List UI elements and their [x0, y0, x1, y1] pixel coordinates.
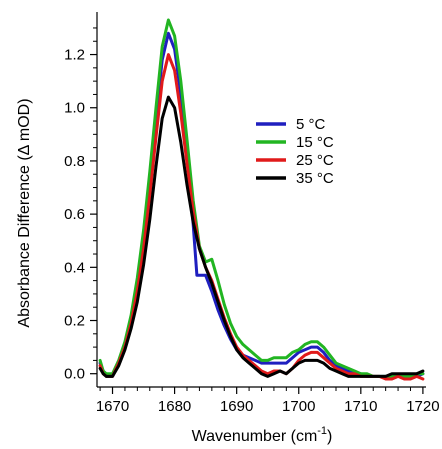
y-tick-label: 0.8 [64, 153, 85, 170]
x-tick-label: 1690 [220, 398, 253, 415]
y-axis-ticks: 0.0 0.2 0.4 0.6 0.8 1.0 1.2 [64, 27, 97, 383]
y-tick-label: 0.4 [64, 259, 85, 276]
plot-area: 1670 1680 1690 1700 1710 1720 0.0 0.2 0.4 0.6 0.8… [64, 12, 440, 415]
series-group [98, 18, 425, 381]
x-tick-label: 1670 [96, 398, 129, 415]
y-tick-label: 1.2 [64, 47, 85, 64]
y-tick-label: 1.0 [64, 100, 85, 117]
legend-label: 5 °C [296, 116, 326, 133]
series-line [98, 95, 425, 378]
legend-label: 35 °C [296, 170, 334, 187]
x-axis-title-main: Wavenumber (cm [192, 428, 318, 445]
x-axis-title-suffix: ) [327, 428, 332, 445]
x-axis-title: Wavenumber (cm-1) [192, 425, 333, 445]
legend: 5 °C15 °C25 °C35 °C [256, 116, 334, 187]
legend-label: 25 °C [296, 152, 334, 169]
x-axis-ticks: 1670 1680 1690 1700 1710 1720 [96, 387, 440, 415]
x-tick-label: 1710 [344, 398, 377, 415]
series-line [98, 53, 425, 381]
y-tick-label: 0.0 [64, 366, 85, 383]
y-tick-label: 0.6 [64, 206, 85, 223]
y-tick-label: 0.2 [64, 313, 85, 330]
series-line [98, 18, 425, 378]
legend-label: 15 °C [296, 134, 334, 151]
x-tick-label: 1680 [158, 398, 191, 415]
y-axis-title: Absorbance Difference (Δ mOD) [16, 98, 33, 327]
x-axis-title-superscript: -1 [317, 425, 327, 437]
x-tick-label: 1700 [282, 398, 315, 415]
x-tick-label: 1720 [406, 398, 439, 415]
